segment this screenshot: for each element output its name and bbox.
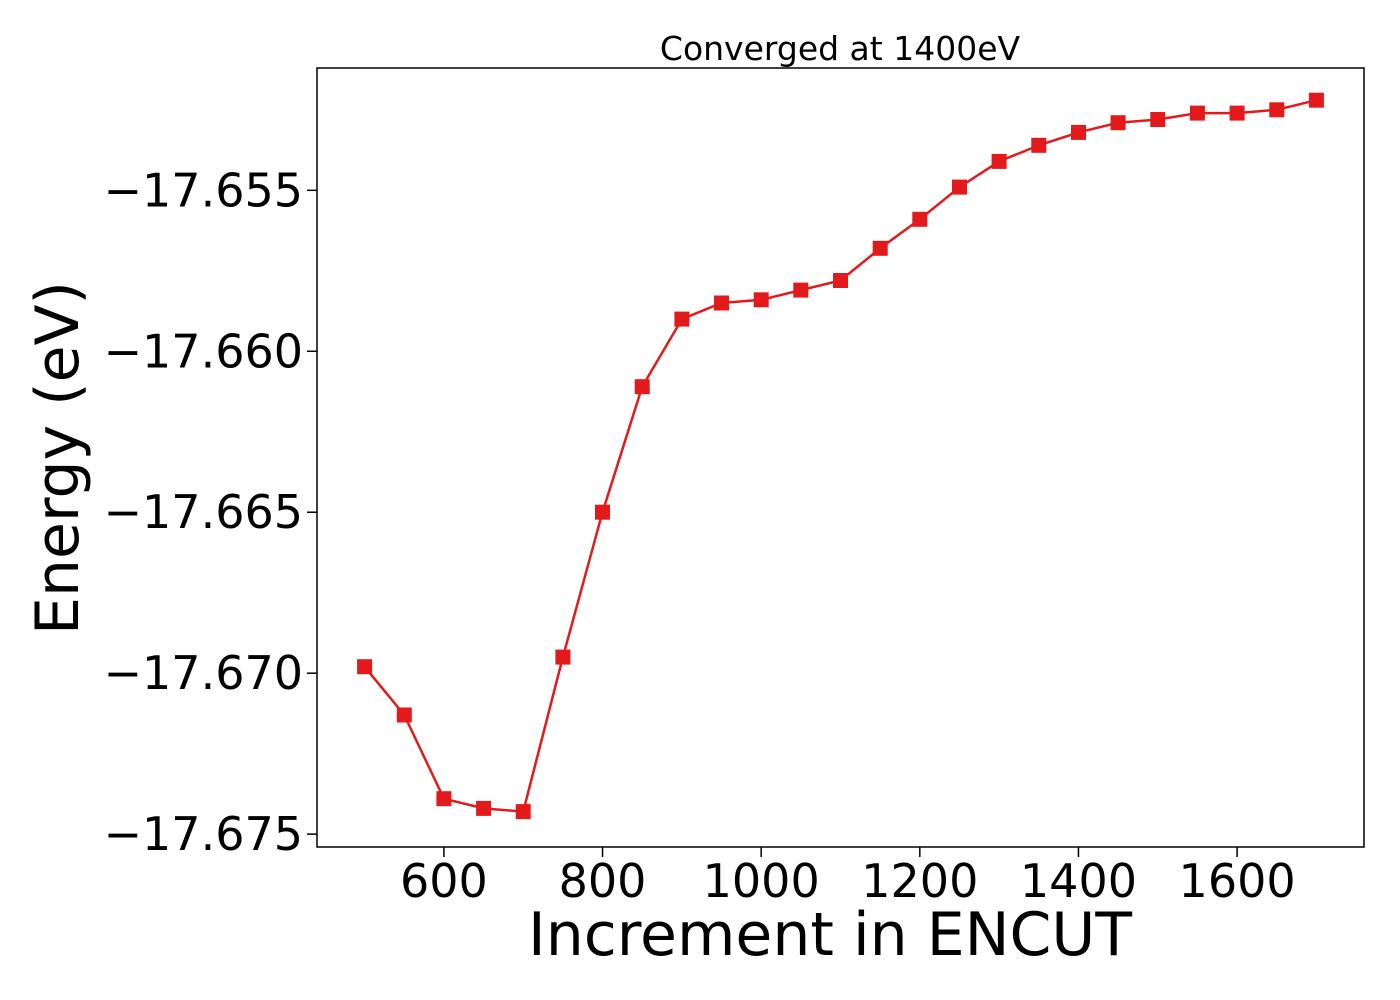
data-point xyxy=(1308,92,1324,108)
data-point xyxy=(753,292,769,308)
y-tick-label: −17.655 xyxy=(104,163,304,217)
data-point xyxy=(714,295,729,311)
data-point xyxy=(952,179,967,195)
data-point xyxy=(436,791,452,807)
data-point xyxy=(872,240,888,256)
data-point xyxy=(515,804,531,820)
x-tick-label: 600 xyxy=(400,854,488,908)
data-point xyxy=(396,707,412,723)
data-point xyxy=(833,273,848,288)
data-point xyxy=(1269,102,1285,118)
data-point xyxy=(1031,137,1047,153)
y-axis-label: Energy (eV) xyxy=(23,281,93,635)
data-point xyxy=(912,211,928,227)
x-axis-label: Increment in ENCUT xyxy=(528,900,1132,970)
data-point xyxy=(555,649,571,665)
data-point xyxy=(357,659,373,675)
x-axis: 600 800 1000 1200 1400 1600 xyxy=(400,847,1296,908)
y-tick-label: −17.670 xyxy=(104,646,304,700)
plot-frame xyxy=(316,67,1365,848)
data-point xyxy=(595,504,610,520)
data-point xyxy=(1189,105,1205,121)
y-tick-label: −17.675 xyxy=(104,807,304,861)
data-point xyxy=(1229,105,1245,121)
data-point xyxy=(991,153,1007,169)
data-point xyxy=(634,379,650,395)
data-point xyxy=(1071,124,1086,140)
y-axis: −17.655 −17.660 −17.665 −17.670 −17.675 xyxy=(104,163,317,861)
data-point xyxy=(1150,112,1166,127)
y-tick-label: −17.660 xyxy=(104,324,304,378)
x-tick-label: 800 xyxy=(559,854,647,908)
data-point xyxy=(1110,115,1126,131)
series-line xyxy=(363,98,1317,813)
data-point xyxy=(793,282,809,298)
data-point xyxy=(476,800,492,816)
x-tick-label: 1600 xyxy=(1179,854,1296,908)
chart-title: Converged at 1400eV xyxy=(660,29,1021,68)
x-tick-label: 1000 xyxy=(703,854,820,908)
series-layer xyxy=(357,92,1324,820)
y-tick-label: −17.665 xyxy=(104,485,304,539)
data-point xyxy=(674,311,690,327)
x-tick-label: 1400 xyxy=(1020,854,1137,908)
x-tick-label: 1200 xyxy=(861,854,978,908)
